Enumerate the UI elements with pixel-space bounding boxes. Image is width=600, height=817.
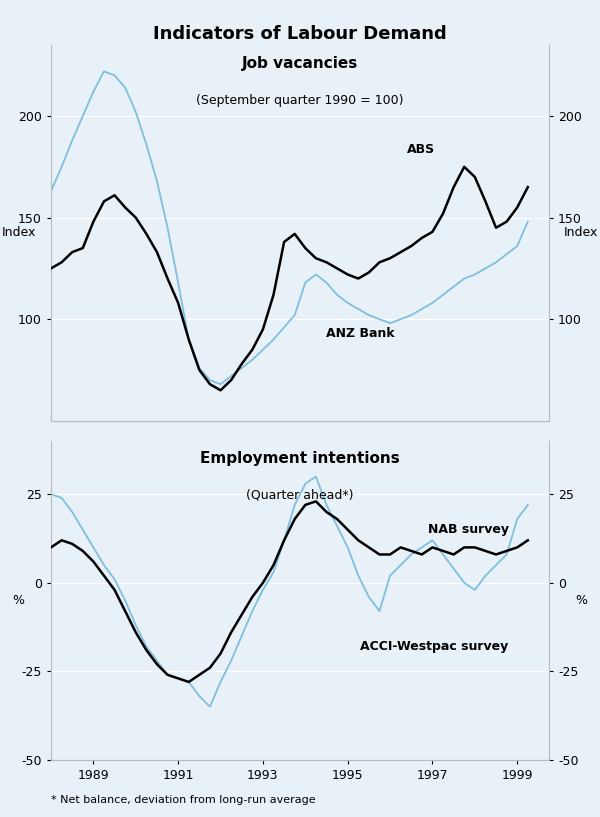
Text: ANZ Bank: ANZ Bank [326, 328, 395, 341]
Text: (September quarter 1990 = 100): (September quarter 1990 = 100) [196, 94, 404, 107]
Text: Indicators of Labour Demand: Indicators of Labour Demand [153, 25, 447, 42]
Text: NAB survey: NAB survey [428, 523, 509, 536]
Text: Index: Index [564, 226, 599, 239]
Text: Job vacancies: Job vacancies [242, 56, 358, 71]
Text: ABS: ABS [407, 143, 435, 155]
Text: (Quarter ahead*): (Quarter ahead*) [246, 489, 354, 502]
Text: %: % [13, 594, 25, 607]
Text: * Net balance, deviation from long-run average: * Net balance, deviation from long-run a… [51, 795, 316, 805]
Text: %: % [575, 594, 587, 607]
Text: Index: Index [1, 226, 36, 239]
Text: ACCI-Westpac survey: ACCI-Westpac survey [361, 640, 509, 653]
Text: Employment intentions: Employment intentions [200, 451, 400, 466]
